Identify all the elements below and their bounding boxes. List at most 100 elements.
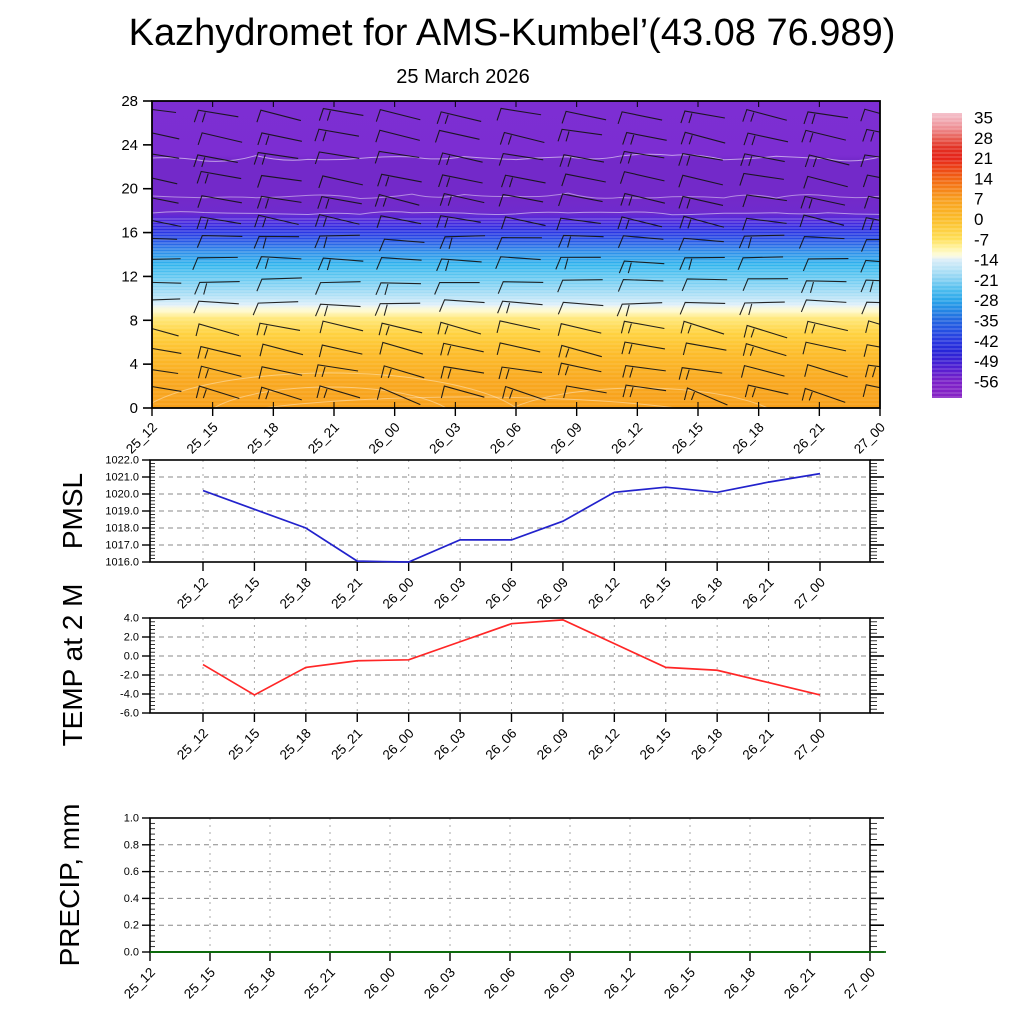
colorbar-tick-label: -56 xyxy=(974,372,999,391)
time-tick-label: 26_00 xyxy=(380,726,417,763)
temp-panel-ytick-label: 4.0 xyxy=(124,613,139,625)
contour-line xyxy=(259,396,681,408)
pmsl-panel-ytick-label: 1016.0 xyxy=(105,557,139,569)
height-tick-label: 24 xyxy=(121,137,138,154)
colorbar-tick-label: -42 xyxy=(974,332,999,351)
time-tick-label: 25_21 xyxy=(328,575,365,612)
time-tick-label: 26_21 xyxy=(790,420,827,457)
temp-panel: 4.0 2.0 0.0 -2.0 -4.0 -6.0 25_12 25_15 25_18 25_2… xyxy=(120,613,884,763)
time-tick-label: 26_06 xyxy=(481,965,518,1002)
pmsl-panel-border xyxy=(149,459,871,563)
precip-panel-ytick-label: 0.6 xyxy=(124,866,139,878)
page-title: Kazhydromet for AMS-Kumbel’(43.08 76.989… xyxy=(128,12,896,54)
time-tick-label: 26_18 xyxy=(730,420,767,457)
pmsl-panel-ytick-label: 1020.0 xyxy=(105,489,139,501)
height-tick-label: 20 xyxy=(121,181,138,198)
pmsl-panel-ytick-label: 1021.0 xyxy=(105,472,139,484)
time-tick-label: 26_00 xyxy=(380,575,417,612)
time-tick-label: 26_15 xyxy=(669,420,706,457)
wind-barbs xyxy=(152,107,880,406)
pmsl-panel-series-line xyxy=(202,472,821,563)
temperature-fill xyxy=(152,101,880,408)
temp-panel-ytick-label: 0.0 xyxy=(124,651,139,663)
pmsl-panel: 1022.0 1021.0 1020.0 1019.0 1018.0 1017.0 1016… xyxy=(105,455,884,612)
time-tick-label: 26_06 xyxy=(482,575,519,612)
time-tick-label: 26_03 xyxy=(421,965,458,1002)
precip-panel-ytick-label: 1.0 xyxy=(124,813,139,825)
colorbar-tick-label: 35 xyxy=(974,109,993,128)
colorbar-tick-label: -35 xyxy=(974,312,999,331)
time-tick-label: 26_18 xyxy=(721,965,758,1002)
time-tick-label: 26_21 xyxy=(781,965,818,1002)
time-tick-label: 25_15 xyxy=(225,575,262,612)
time-tick-label: 26_21 xyxy=(740,575,777,612)
time-tick-label: 26_12 xyxy=(601,965,638,1002)
temp-panel-ytick-label: -4.0 xyxy=(120,689,139,701)
contour-line xyxy=(152,372,518,408)
colorbar-tick-label: -21 xyxy=(974,271,999,290)
time-tick-label: 26_09 xyxy=(534,575,571,612)
date-subtitle: 25 March 2026 xyxy=(396,66,530,88)
time-tick-label: 26_15 xyxy=(637,726,674,763)
time-tick-label: 25_18 xyxy=(241,965,278,1002)
height-tick-label: 8 xyxy=(130,312,138,329)
time-tick-label: 25_18 xyxy=(244,420,281,457)
time-tick-label: 25_12 xyxy=(174,575,211,612)
contour-line xyxy=(152,153,880,162)
pmsl-panel-ytick-label: 1018.0 xyxy=(105,523,139,535)
height-tick-label: 0 xyxy=(130,400,138,417)
temp-panel-series-line xyxy=(202,619,821,696)
colorbar-gradient xyxy=(932,113,962,398)
time-tick-label: 26_00 xyxy=(361,965,398,1002)
height-tick-label: 16 xyxy=(121,225,138,242)
time-tick-label: 26_06 xyxy=(482,726,519,763)
colorbar-tick-label: 21 xyxy=(974,149,993,168)
colorbar-tick-label: -28 xyxy=(974,291,999,310)
time-tick-label: 26_03 xyxy=(431,575,468,612)
precip-panel: 1.0 0.8 0.6 0.4 0.2 0.0 25_12 25_15 25_18 25_21 26… xyxy=(121,813,886,1002)
contour-line xyxy=(511,387,769,408)
colorbar-tick-label: 0 xyxy=(974,210,983,229)
time-tick-label: 26_12 xyxy=(608,420,645,457)
time-tick-label: 26_18 xyxy=(688,575,725,612)
precip-panel-ytick-label: 0.2 xyxy=(124,920,139,932)
precip-panel-ytick-label: 0.0 xyxy=(124,947,139,959)
time-tick-label: 26_21 xyxy=(740,726,777,763)
height-tick-label: 28 xyxy=(121,93,138,110)
colorbar-tick-label: 28 xyxy=(974,129,993,148)
temp-panel-ytick-label: 2.0 xyxy=(124,632,139,644)
height-tick-label: 4 xyxy=(130,356,138,373)
time-tick-label: 26_03 xyxy=(426,420,463,457)
time-tick-label: 25_21 xyxy=(301,965,338,1002)
time-tick-label: 26_09 xyxy=(534,726,571,763)
time-tick-label: 25_15 xyxy=(225,726,262,763)
time-tick-label: 25_18 xyxy=(277,575,314,612)
time-tick-label: 25_12 xyxy=(123,420,160,457)
time-tick-label: 26_15 xyxy=(661,965,698,1002)
colorbar-tick-label: 7 xyxy=(974,190,983,209)
pmsl-panel-ytick-label: 1017.0 xyxy=(105,540,139,552)
time-tick-label: 26_03 xyxy=(431,726,468,763)
colorbar-tick-label: -49 xyxy=(974,352,999,371)
time-tick-label: 26_12 xyxy=(585,575,622,612)
time-tick-label: 27_00 xyxy=(791,575,828,612)
time-tick-label: 25_21 xyxy=(305,420,342,457)
time-tick-label: 26_06 xyxy=(487,420,524,457)
time-tick-label: 25_18 xyxy=(277,726,314,763)
colorbar-tick-label: 14 xyxy=(974,169,993,188)
time-tick-label: 26_09 xyxy=(548,420,585,457)
precip-panel-ytick-label: 0.4 xyxy=(124,893,139,905)
temp-panel-ytick-label: -2.0 xyxy=(120,670,139,682)
time-tick-label: 25_21 xyxy=(328,726,365,763)
pmsl-panel-ytick-label: 1022.0 xyxy=(105,455,139,467)
time-tick-label: 26_00 xyxy=(366,420,403,457)
time-tick-label: 25_12 xyxy=(121,965,158,1002)
contour-line xyxy=(152,211,880,216)
time-tick-label: 25_15 xyxy=(181,965,218,1002)
temp-panel-ytick-label: -6.0 xyxy=(120,708,139,720)
colorbar-tick-label: -14 xyxy=(974,251,999,270)
pmsl-panel-ytick-label: 1019.0 xyxy=(105,506,139,518)
